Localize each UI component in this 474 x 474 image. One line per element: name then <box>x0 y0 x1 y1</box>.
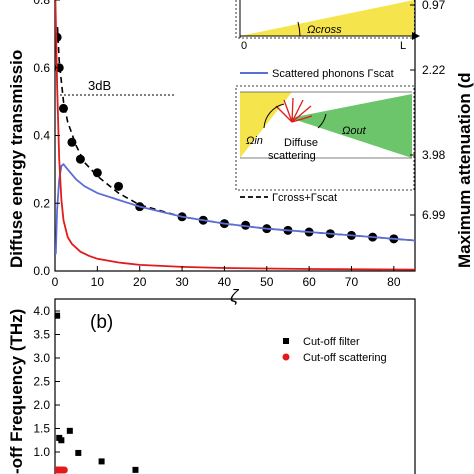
x-tick-label: 60 <box>302 275 316 289</box>
3db-label: 3dB <box>88 78 111 93</box>
data-point-measured <box>55 32 62 42</box>
x-axis-label: ζ <box>230 286 240 306</box>
panel-a: 3dB 0 L Ωcross Scattered phonons Γscat <box>7 0 474 306</box>
axes-a: 0 10 20 30 40 50 60 70 80 0.0 0.2 0.4 0.6 0.8 0.97 2.22… <box>33 0 446 289</box>
diffuse-scattering-label: Diffuse scattering <box>268 137 318 162</box>
omega-in-label: Ωin <box>246 135 263 147</box>
y-tick-label-b: 3.0 <box>33 351 50 365</box>
y2-axis-label: Maximum attenuation (d <box>455 72 474 268</box>
x-tick-label: 50 <box>260 275 274 289</box>
y-tick-label: 0.6 <box>33 61 50 75</box>
data-point-cutoff-scattering <box>60 466 68 474</box>
plot-frame-b <box>54 298 416 474</box>
data-point-cutoff-filter <box>58 437 65 444</box>
out-angle-arc <box>317 113 327 129</box>
x-tick-label: 70 <box>345 275 359 289</box>
curves-layer-a <box>55 0 415 271</box>
scatter-rays-icon <box>275 97 313 123</box>
data-point-cutoff-filter <box>55 312 61 319</box>
y2-tick-label: 3.98 <box>422 148 446 162</box>
y-tick-label: 0.4 <box>33 129 50 143</box>
y-axis-label-a: Diffuse energy transmissio <box>7 50 26 268</box>
data-point-cutoff-filter <box>66 427 73 434</box>
y-axis-label-b: -off Frequency (THz) <box>7 309 26 474</box>
legend-label-sum: Γcross+Γscat <box>272 192 337 204</box>
y-tick-label: 0.2 <box>33 196 50 210</box>
angle-arc <box>297 21 301 37</box>
y-tick-label: 0.8 <box>33 0 50 7</box>
inset-length-label: L <box>400 40 406 52</box>
y-tick-label-b: 4.0 <box>33 304 50 318</box>
inset-scattering-diagram: Ωin Ωout Diffuse scattering <box>235 85 415 191</box>
y-tick-label-b: 2.0 <box>33 398 50 412</box>
plot-frame-a <box>54 0 416 272</box>
x-tick-label: 0 <box>52 275 59 289</box>
y2-tick-label: 0.97 <box>422 0 446 12</box>
legend-label-filter: Cut-off filter <box>303 336 360 348</box>
data-point-measured <box>114 181 124 191</box>
cross-beam-shape <box>240 0 414 36</box>
data-point-measured <box>92 168 102 178</box>
data-point-cutoff-filter <box>98 458 105 465</box>
y2-tick-label: 6.99 <box>422 208 446 222</box>
panel-label-b: (b) <box>90 312 113 333</box>
series-line-3 <box>55 0 415 271</box>
y-tick-label: 0.0 <box>33 264 50 278</box>
y-tick-label-b: 1.5 <box>33 422 50 436</box>
axes-b: 1.0 1.5 2.0 2.5 3.0 3.5 4.0 <box>33 304 60 459</box>
x-tick-label: 80 <box>387 275 401 289</box>
diffuse-label-line: scattering <box>268 150 316 162</box>
legend-marker-scattering <box>282 353 290 361</box>
data-point-measured <box>67 137 77 147</box>
data-point-measured <box>75 154 85 164</box>
y2-tick-label: 2.22 <box>422 63 446 77</box>
omega-out-label: Ωout <box>342 125 367 137</box>
points-layer-b <box>55 312 139 474</box>
panel-b: (b) Cut-off filter Cut-off scattering 1.… <box>7 298 416 474</box>
in-angle-arc <box>263 103 285 129</box>
inset-crossing-diagram: 0 L Ωcross <box>235 0 420 52</box>
x-tick-label: 40 <box>218 275 232 289</box>
x-tick-label: 30 <box>175 275 189 289</box>
legend-b <box>270 322 396 374</box>
out-cone-shape <box>290 94 412 158</box>
x-tick-label: 10 <box>91 275 105 289</box>
arrow-icon <box>412 32 420 40</box>
legend-label-scattering: Cut-off scattering <box>303 352 387 364</box>
x-tick-label: 20 <box>133 275 147 289</box>
data-point-cutoff-filter <box>75 449 82 456</box>
omega-cross-label: Ωcross <box>307 24 342 36</box>
data-point-measured <box>58 103 68 113</box>
legend-marker-filter <box>283 338 289 344</box>
inset-zero-label: 0 <box>241 40 247 52</box>
legend-label-scattered: Scattered phonons Γscat <box>272 68 394 80</box>
series-line-2 <box>55 163 415 255</box>
y-tick-label-b: 1.0 <box>33 445 50 459</box>
y-tick-label-b: 2.5 <box>33 375 50 389</box>
diffuse-label-line: Diffuse <box>284 137 318 149</box>
data-point-cutoff-filter <box>132 466 139 473</box>
y-tick-label-b: 3.5 <box>33 328 50 342</box>
